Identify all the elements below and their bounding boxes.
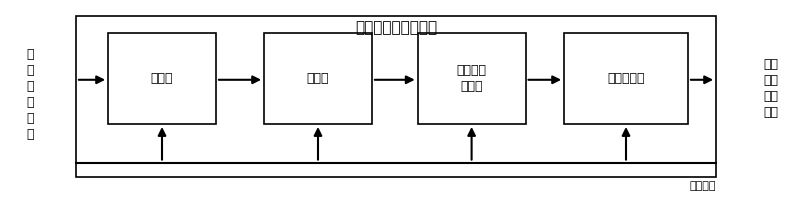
Text: 解扰码单元: 解扰码单元 [607, 72, 645, 85]
Bar [418, 33, 526, 124]
Text: 信源
解码
同步
单元: 信源 解码 同步 单元 [764, 58, 778, 119]
Bar [76, 16, 716, 177]
Bar [264, 33, 372, 124]
Bar [564, 33, 688, 124]
Text: 接
收
通
道
单
元: 接 收 通 道 单 元 [26, 48, 34, 141]
Bar [108, 33, 216, 124]
Text: 解扩及信道解码单元: 解扩及信道解码单元 [355, 20, 437, 35]
Text: 帧同步处
理单元: 帧同步处 理单元 [457, 64, 486, 93]
Text: 控制信号: 控制信号 [690, 181, 716, 191]
Text: 解调器: 解调器 [306, 72, 330, 85]
Text: 解扩器: 解扩器 [150, 72, 174, 85]
